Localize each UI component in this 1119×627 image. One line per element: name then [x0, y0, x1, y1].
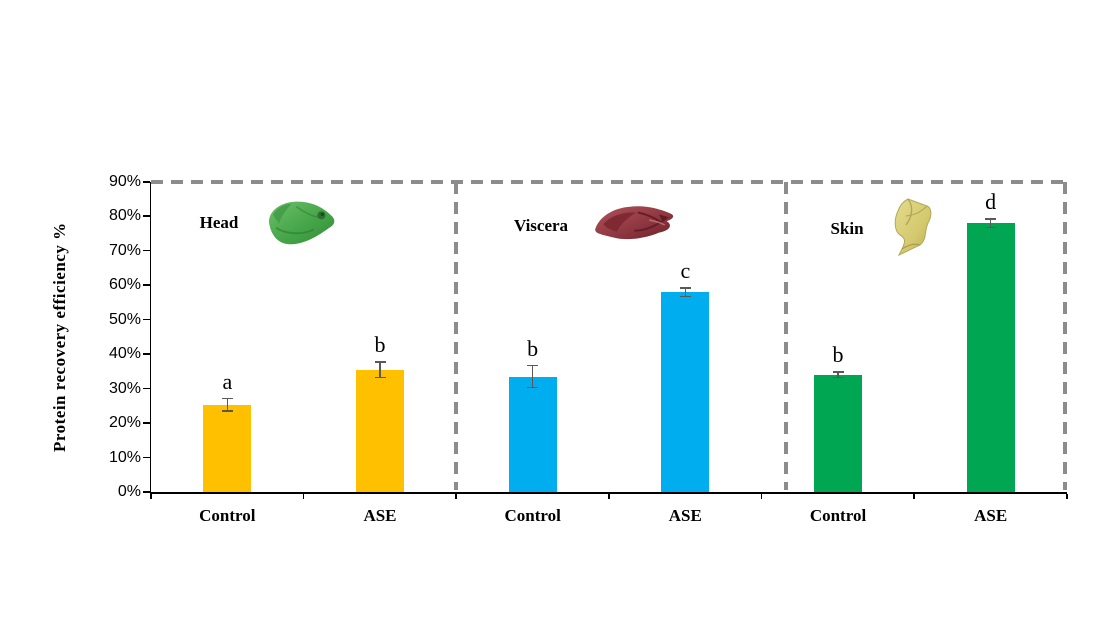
significance-letter: b	[832, 342, 844, 368]
y-tick-label: 60%	[108, 276, 141, 294]
significance-letter: c	[680, 257, 691, 283]
x-tick-mark	[1066, 494, 1068, 499]
skin-icon	[886, 195, 940, 266]
plot-area: Head Viscera Skin	[109, 173, 1068, 525]
error-bar	[837, 372, 839, 378]
error-bar-cap-top	[985, 218, 997, 220]
y-axis-title: Protein recovery efficiency %	[50, 222, 69, 452]
x-category-label: ASE	[363, 506, 397, 525]
bar-head-ase	[356, 369, 404, 492]
y-tick-label: 80%	[108, 207, 141, 225]
panel-label-viscera: Viscera	[513, 216, 569, 235]
error-bar-cap-bottom	[374, 376, 386, 379]
y-tick-mark	[143, 284, 150, 286]
y-tick-label: 70%	[108, 241, 141, 259]
fish-head-icon	[261, 195, 349, 256]
x-tick-mark	[760, 494, 763, 499]
significance-letter: b	[527, 335, 539, 361]
error-bar-cap-top	[527, 364, 539, 367]
y-tick-label: 40%	[108, 345, 141, 363]
error-bar	[684, 287, 687, 297]
bar-skin-control	[814, 374, 862, 492]
y-tick-mark	[143, 491, 150, 493]
y-tick-label: 50%	[108, 310, 141, 328]
significance-letter: d	[985, 189, 997, 215]
bar-skin-ase	[966, 223, 1015, 492]
y-tick-mark	[143, 387, 150, 390]
panel-frame-top	[151, 180, 1067, 184]
y-tick-label: 30%	[108, 379, 141, 397]
error-bar-cap-bottom	[985, 226, 997, 229]
x-category-label: ASE	[668, 506, 702, 525]
panel-separator-head-viscera	[454, 182, 458, 490]
error-bar-cap-bottom	[679, 295, 691, 298]
x-tick-mark	[913, 494, 915, 499]
y-tick-mark	[143, 181, 150, 183]
error-bar-cap-bottom	[221, 410, 233, 412]
error-bar	[379, 361, 381, 378]
panel-separator-viscera-skin	[784, 182, 788, 490]
x-category-label: Control	[504, 506, 561, 525]
error-bar-cap-top	[374, 361, 386, 363]
y-tick-mark	[143, 456, 150, 459]
error-bar	[989, 219, 992, 228]
significance-letter: b	[374, 331, 386, 357]
bar-viscera-ase	[661, 292, 710, 492]
y-tick-label: 90%	[108, 173, 141, 190]
error-bar-cap-top	[221, 397, 233, 400]
y-tick-mark	[143, 353, 150, 355]
y-tick-mark	[143, 422, 150, 424]
panel-label-skin: Skin	[830, 219, 864, 238]
y-tick-mark	[143, 249, 150, 252]
bar-head-control	[203, 404, 252, 492]
x-tick-mark	[608, 494, 610, 499]
error-bar-cap-top	[679, 286, 691, 289]
x-tick-mark	[455, 494, 457, 499]
x-category-label: ASE	[974, 506, 1008, 525]
error-bar	[226, 398, 229, 412]
significance-letter: a	[222, 368, 233, 394]
y-tick-label: 0%	[117, 483, 141, 500]
error-bar-cap-top	[832, 371, 844, 373]
y-tick-label: 10%	[108, 448, 141, 466]
y-tick-mark	[143, 318, 150, 321]
x-category-label: Control	[199, 506, 256, 525]
error-bar	[531, 365, 534, 388]
x-category-label: Control	[809, 506, 867, 525]
bar-viscera-control	[508, 376, 557, 492]
panel-frame-right	[1063, 182, 1067, 490]
error-bar-cap-bottom	[832, 376, 844, 379]
x-tick-mark	[150, 494, 152, 499]
x-tick-mark	[302, 494, 305, 499]
y-tick-label: 20%	[108, 414, 141, 432]
panel-label-head: Head	[199, 213, 239, 232]
y-tick-mark	[143, 215, 150, 218]
error-bar-cap-bottom	[527, 386, 539, 389]
viscera-icon	[591, 201, 679, 252]
